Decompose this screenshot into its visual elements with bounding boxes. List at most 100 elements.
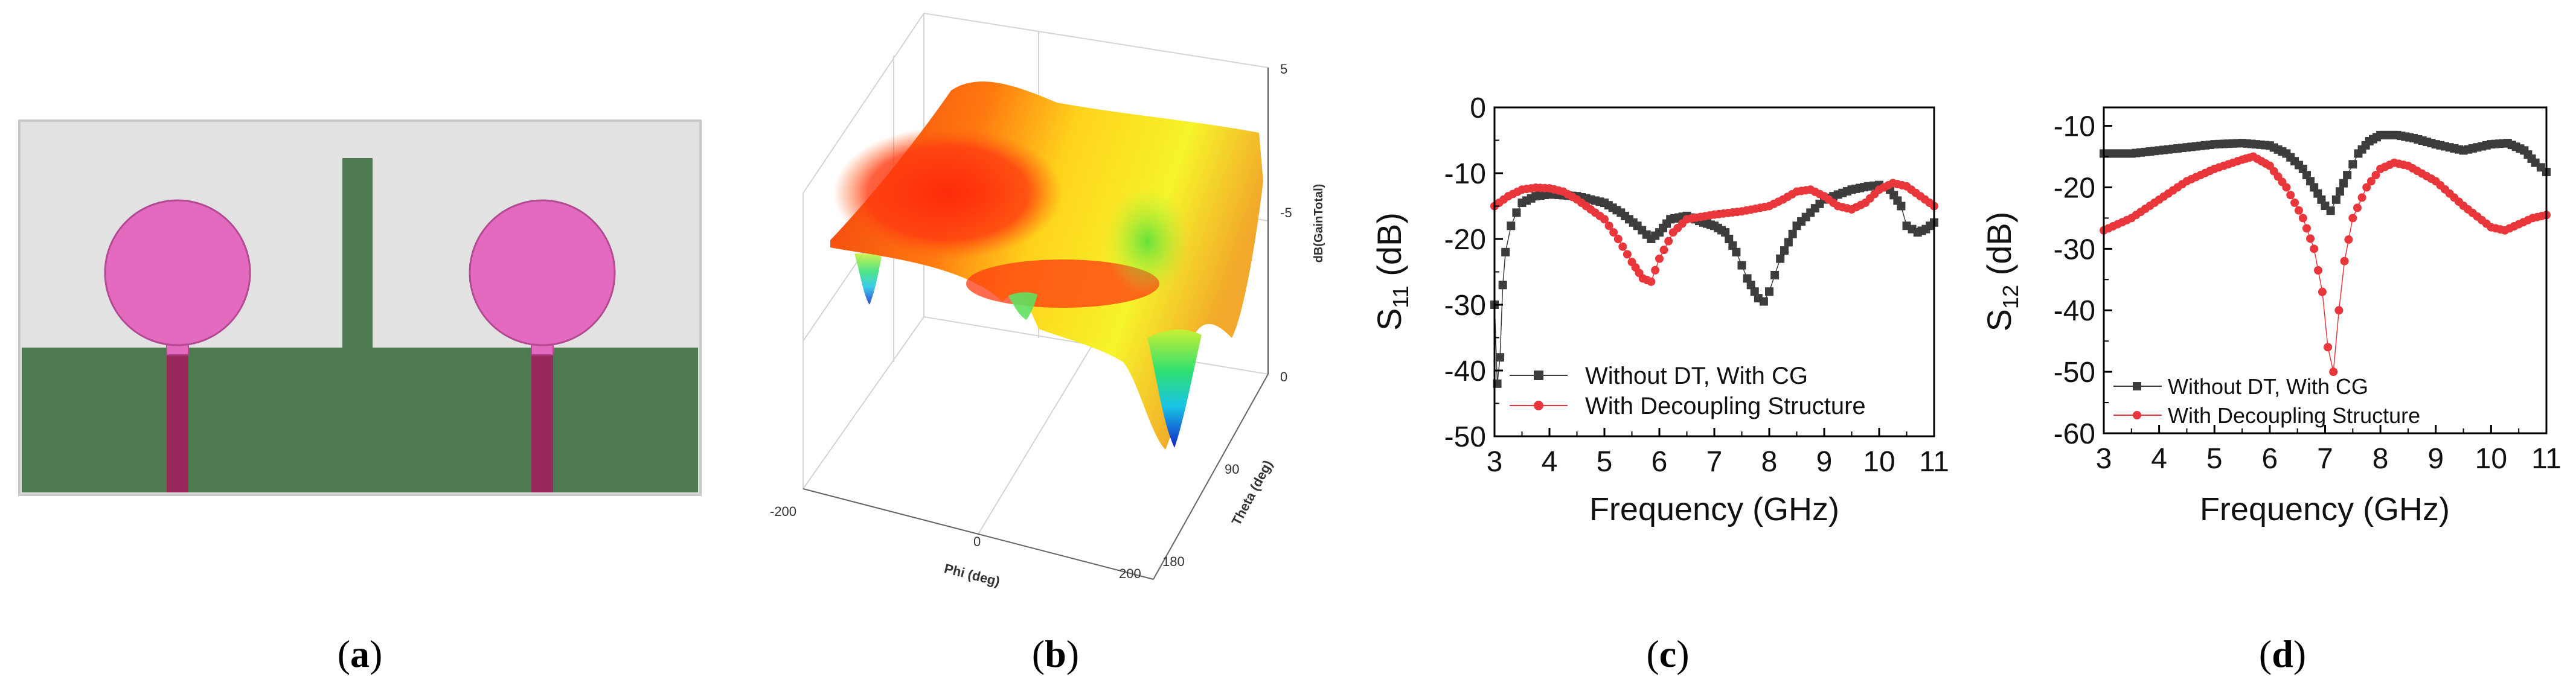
x-tick-200: 200	[1119, 566, 1141, 581]
chart-c-series-without-dt-point	[1728, 241, 1737, 250]
chart-d-series-with-decoupling-point	[2314, 266, 2323, 275]
dip-left	[854, 253, 882, 305]
chart-c-series-without-dt-point	[1721, 228, 1730, 237]
chart-d-y-tick-label: -10	[2054, 111, 2095, 143]
chart-d-series-with-decoupling-point	[2329, 368, 2338, 377]
chart-d-series-with-decoupling-point	[2290, 198, 2299, 207]
chart-d-y-tick-label: -50	[2054, 357, 2095, 389]
chart-c-x-tick-label: 6	[1652, 446, 1668, 478]
chart-d-y-tick-label: -20	[2054, 172, 2095, 204]
chart-d-series-with-decoupling-point	[2362, 183, 2371, 192]
chart-d-y-tick-label: -60	[2054, 418, 2095, 450]
chart-c-x-tick-label: 3	[1487, 446, 1503, 478]
chart-d-x-axis-label: Frequency (GHz)	[2200, 491, 2450, 527]
chart-c-series-with-decoupling-point	[1664, 237, 1673, 246]
chart-c-x-tick-label: 7	[1706, 446, 1723, 478]
chart-c-series-without-dt-point	[1507, 221, 1516, 231]
chart-c-series-with-decoupling-point	[1623, 250, 1632, 259]
chart-c-x-tick-label: 8	[1761, 446, 1778, 478]
feed-line-right	[531, 352, 553, 492]
chart-c-series-with-decoupling-point	[1651, 266, 1660, 275]
chart-d-x-tick-label: 4	[2151, 443, 2167, 475]
chart-c-series-with-decoupling-point	[1655, 254, 1664, 263]
chart-d-series-without-dt-point	[2348, 160, 2357, 169]
chart-c-series-with-decoupling-point	[1600, 215, 1609, 224]
chart-c-x-tick-label: 10	[1863, 446, 1895, 478]
chart-c-series-without-dt-point	[1496, 353, 1505, 362]
x-tick-0: 0	[973, 534, 981, 549]
legend-d-without-label: Without DT, With CG	[2168, 374, 2368, 399]
chart-d-series-with-decoupling-point	[2353, 203, 2362, 212]
chart-c-series-with-decoupling-point	[1604, 221, 1613, 231]
panel-a-antenna-layout	[18, 119, 702, 496]
legend-d-without-marker	[2133, 382, 2141, 390]
x-tick-neg200: -200	[770, 504, 796, 519]
red-peak-region	[833, 127, 1063, 259]
z-axis-label: dB(GainTotal)	[1312, 184, 1325, 263]
chart-c-x-tick-label: 4	[1542, 446, 1558, 478]
chart-c-series-with-decoupling-point	[1659, 246, 1668, 255]
chart-d-series-without-dt	[2100, 130, 2551, 215]
ground-plane	[22, 348, 698, 492]
chart-c-series-without-dt-point	[1784, 238, 1793, 247]
chart-d-y-tick-label: -30	[2054, 234, 2095, 266]
chart-d-series-with-decoupling	[2100, 152, 2551, 377]
chart-d-y-axis-label: S12 (dB)	[1980, 212, 2023, 332]
chart-c-series-with-decoupling-point	[1647, 277, 1656, 286]
panel-c-s11-chart: 3 4 5 6 7 8 9 10 11 0 -10 -20 -30 -40 -50 Without DT, …	[1370, 92, 1949, 527]
chart-c-series-without-dt-point	[1897, 202, 1906, 211]
chart-d-x-tick-label: 6	[2262, 443, 2278, 475]
chart-d-series-with-decoupling-point	[2306, 234, 2315, 243]
legend-d-with-label: With Decoupling Structure	[2168, 403, 2420, 428]
deep-null-dip	[1147, 329, 1202, 448]
chart-d-plot-frame	[2103, 106, 2548, 434]
chart-c-x-axis-label: Frequency (GHz)	[1589, 491, 1839, 527]
chart-d-series-without-dt-point	[2339, 179, 2348, 188]
caption-b: (b)	[1032, 632, 1079, 675]
chart-d-series-with-decoupling-point	[2298, 214, 2307, 223]
chart-d-series-with-decoupling-point	[2371, 171, 2380, 180]
chart-c-plot-frame	[1493, 106, 1935, 438]
chart-d-series-with-decoupling-point	[2366, 177, 2376, 186]
chart-d-x-tick-label: 10	[2475, 443, 2507, 475]
chart-d-x-tick-label: 11	[2531, 443, 2562, 475]
feed-line-left	[167, 352, 188, 492]
legend-c-with-label: With Decoupling Structure	[1585, 393, 1866, 419]
chart-d-y-tick-label: -40	[2054, 295, 2095, 327]
legend-c-without-label: Without DT, With CG	[1585, 363, 1808, 389]
chart-c-series-without-dt-point	[1765, 287, 1773, 296]
chart-d-series-without-dt-point	[2343, 171, 2352, 180]
chart-c-x-tick-label: 9	[1816, 446, 1833, 478]
chart-c-series-without-dt-point	[1737, 261, 1746, 270]
chart-d-x-tick-label: 7	[2317, 443, 2333, 475]
chart-d-series-with-decoupling-point	[2302, 224, 2311, 233]
chart-d-series-without-dt-point	[2331, 195, 2341, 204]
panel-b-3d-surface: 5 -5 0 dB(GainTotal) -200 0 200 Phi (deg…	[770, 12, 1325, 589]
legend-d-with-marker	[2133, 411, 2141, 419]
chart-d-series-with-decoupling-point	[2294, 206, 2303, 215]
green-spot-a	[1105, 187, 1190, 296]
chart-c-series-without-dt-point	[1780, 246, 1789, 255]
chart-d-series-with-decoupling-point	[2282, 183, 2291, 192]
chart-d-x-tick-label: 5	[2206, 443, 2223, 475]
chart-c-series-without-dt-point	[1725, 235, 1734, 243]
x-axis	[803, 488, 1154, 580]
chart-c-y-tick-label: -30	[1444, 290, 1486, 322]
chart-c-series-layer	[1490, 179, 1938, 388]
chart-d-series-without-dt-point	[2326, 206, 2335, 215]
chart-c-series-without-dt-point	[1770, 270, 1780, 279]
chart-c-series-without-dt-point	[1743, 274, 1752, 283]
z-tick-neg5: -5	[1280, 205, 1292, 220]
chart-c-y-tick-label: -10	[1444, 158, 1486, 190]
chart-d-series-with-decoupling-point	[2324, 343, 2333, 352]
chart-d-series-with-decoupling-point	[2344, 235, 2353, 244]
y-tick-180: 180	[1162, 554, 1185, 569]
ground-stub	[342, 158, 373, 350]
z-tick-5: 5	[1280, 62, 1287, 77]
chart-c-series-with-decoupling-point	[1618, 242, 1627, 251]
chart-d-series-with-decoupling-point	[2348, 214, 2357, 223]
chart-c-series-without-dt-point	[1746, 281, 1755, 290]
chart-c-x-tick-label: 11	[1919, 446, 1949, 478]
chart-d-ticks-layer: 3 4 5 6 7 8 9 10 11 -10 -20 -30 -40 -50 -60	[2054, 111, 2562, 475]
